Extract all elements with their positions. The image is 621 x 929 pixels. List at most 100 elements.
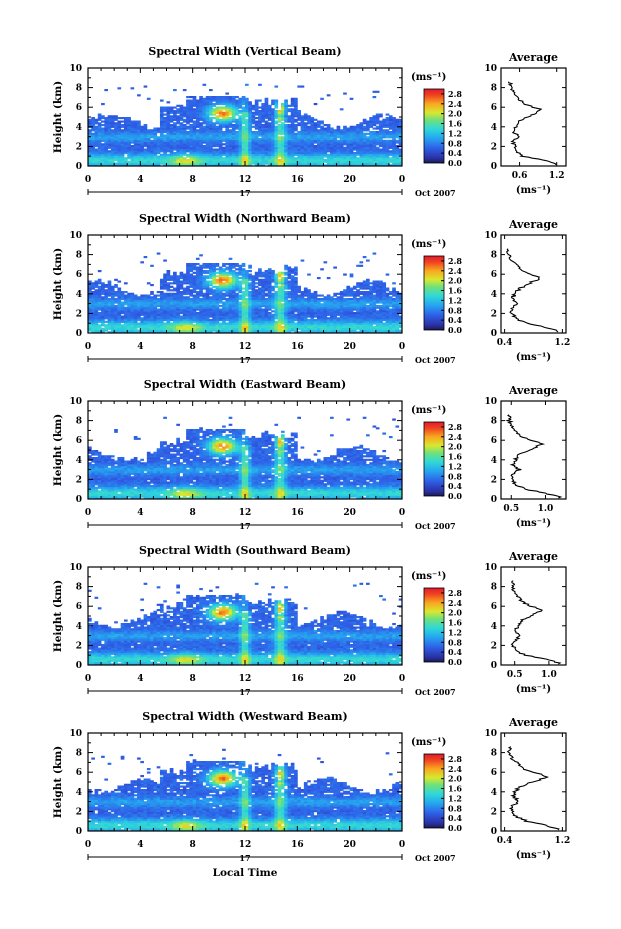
- heatmap-cell: [258, 146, 262, 149]
- heatmap-cell: [235, 103, 239, 106]
- heatmap-cell: [379, 113, 383, 116]
- heatmap-cell: [182, 162, 187, 165]
- heatmap-cell: [101, 134, 105, 137]
- heatmap-cell: [163, 273, 167, 276]
- heatmap-cell: [209, 104, 213, 107]
- heatmap-cell: [231, 270, 236, 273]
- heatmap-cell: [235, 122, 239, 125]
- heatmap-cell: [186, 99, 190, 102]
- heatmap-cell: [107, 139, 112, 142]
- heatmap-cell: [254, 146, 259, 149]
- heatmap-cell: [101, 103, 105, 106]
- heatmap-cell: [235, 143, 239, 146]
- heatmap-cell: [209, 157, 213, 160]
- heatmap-cell: [173, 143, 177, 146]
- heatmap-cell: [166, 138, 171, 141]
- heatmap-cell: [143, 138, 148, 141]
- average-y-tick-label: 8: [491, 84, 497, 94]
- heatmap-cell: [212, 136, 216, 139]
- heatmap-cell: [123, 136, 128, 139]
- heatmap-cell: [179, 143, 184, 146]
- heatmap-cell: [137, 322, 141, 325]
- heatmap-cell: [202, 155, 207, 158]
- heatmap-cell: [104, 289, 109, 292]
- heatmap-cell: [241, 263, 246, 266]
- heatmap-cell: [163, 122, 167, 125]
- heatmap-cell: [209, 139, 213, 142]
- heatmap-cell: [245, 270, 249, 273]
- heatmap-cell: [159, 108, 164, 111]
- heatmap-cell: [205, 111, 210, 114]
- heatmap-cell: [199, 138, 203, 141]
- heatmap-cell: [143, 141, 148, 144]
- heatmap-cell: [179, 134, 184, 137]
- heatmap-cell: [277, 278, 282, 281]
- heatmap-cell: [225, 298, 230, 301]
- heatmap-cell: [235, 132, 239, 135]
- heatmap-cell: [218, 96, 223, 99]
- heatmap-cell: [189, 162, 194, 165]
- heatmap-cell: [189, 136, 194, 139]
- heatmap-cell: [264, 141, 269, 144]
- heatmap-cell: [97, 124, 102, 127]
- heatmap-cell: [104, 324, 109, 327]
- heatmap-cell: [231, 263, 236, 266]
- heatmap-cell: [218, 150, 223, 153]
- heatmap-cell: [274, 138, 279, 141]
- heatmap-cell: [91, 125, 95, 128]
- heatmap-cell: [267, 113, 272, 116]
- heatmap-cell: [218, 139, 223, 142]
- heatmap-cell: [205, 122, 210, 125]
- heatmap-cell: [176, 117, 180, 120]
- heatmap-cell: [186, 131, 190, 134]
- heatmap-cell: [110, 155, 115, 158]
- heatmap-cell: [202, 101, 207, 104]
- heatmap-cell: [137, 157, 141, 160]
- heatmap-cell: [133, 145, 138, 148]
- x-tick-label: 0: [85, 175, 91, 185]
- heatmap-cell: [215, 117, 220, 120]
- heatmap-cell: [179, 138, 184, 141]
- heatmap-cell: [225, 104, 230, 107]
- heatmap-cell: [261, 104, 266, 107]
- heatmap-cell: [140, 155, 144, 158]
- heatmap-cell: [225, 106, 230, 109]
- heatmap-cell: [94, 152, 99, 155]
- heatmap-cell: [238, 127, 243, 130]
- heatmap-cell: [173, 139, 177, 142]
- heatmap-cell: [238, 143, 243, 146]
- heatmap-cell: [264, 155, 269, 158]
- heatmap-cell: [215, 145, 220, 148]
- heatmap-cell: [251, 117, 256, 120]
- heatmap-cell: [153, 153, 158, 156]
- heatmap-cell: [323, 124, 328, 127]
- heatmap-cell: [238, 150, 243, 153]
- heatmap-cell: [209, 111, 213, 114]
- heatmap-cell: [110, 120, 115, 123]
- heatmap-cell: [238, 110, 243, 113]
- heatmap-cell: [146, 136, 151, 139]
- heatmap-cell: [202, 141, 207, 144]
- heatmap-cell: [382, 118, 387, 121]
- x-tick-label: 16: [291, 175, 304, 185]
- heatmap-cell: [91, 134, 95, 137]
- heatmap-cell: [189, 152, 194, 155]
- heatmap-cell: [271, 292, 275, 295]
- heatmap-cell: [215, 101, 220, 104]
- heatmap-cell: [248, 146, 252, 149]
- heatmap-cell: [274, 164, 279, 167]
- heatmap-cell: [209, 159, 213, 162]
- heatmap-cell: [163, 124, 167, 127]
- heatmap-cell: [254, 139, 259, 142]
- x-tick-label: 4: [137, 175, 143, 185]
- heatmap-cell: [209, 162, 213, 165]
- heatmap-cell: [274, 122, 279, 125]
- heatmap-cell: [199, 131, 203, 134]
- heatmap-cell: [156, 145, 161, 148]
- heatmap-cell: [254, 150, 259, 153]
- heatmap-cell: [209, 164, 213, 167]
- heatmap-cell: [107, 115, 112, 118]
- heatmap-cell: [215, 97, 220, 100]
- heatmap-cell: [209, 103, 213, 106]
- heatmap-cell: [320, 97, 324, 100]
